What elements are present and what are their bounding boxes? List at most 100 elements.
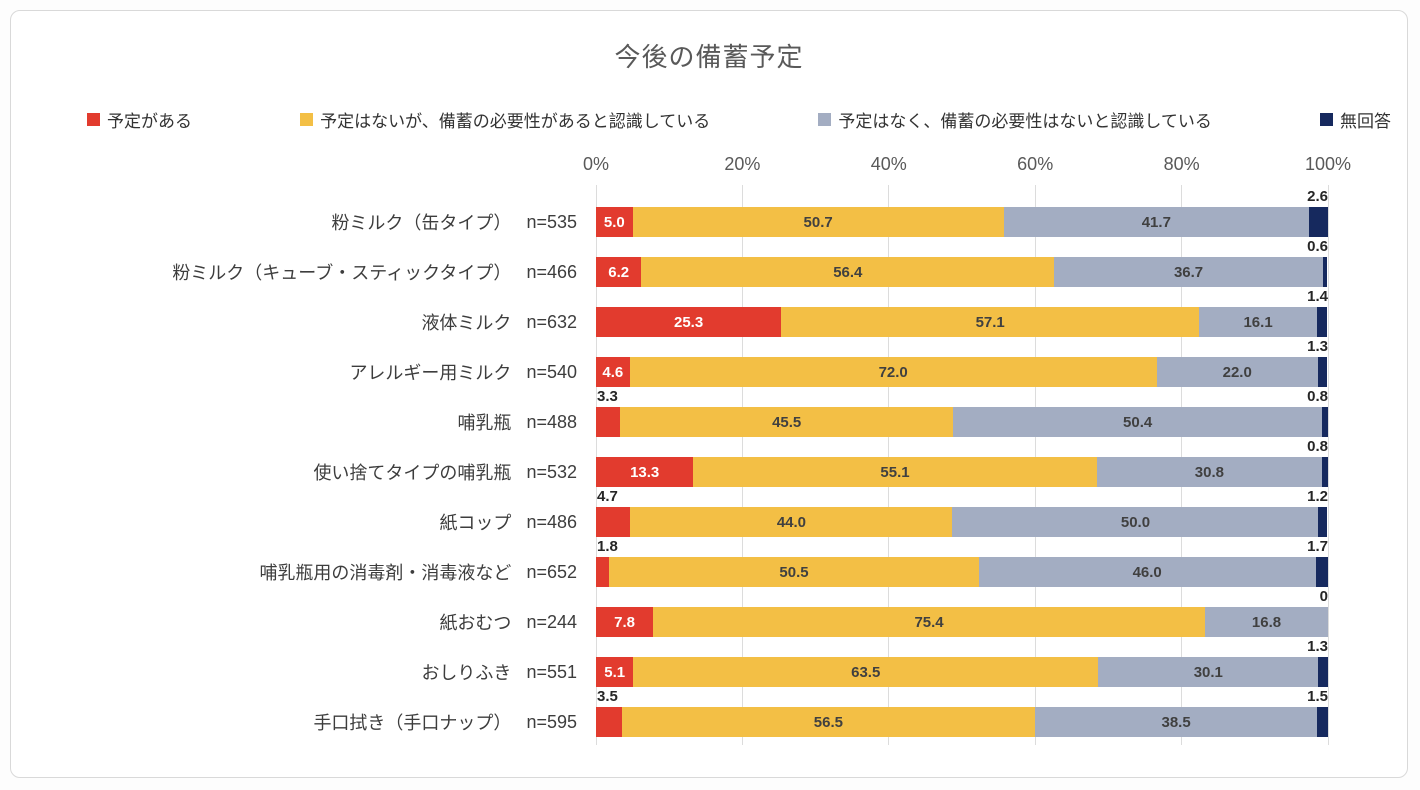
value-label: 50.0 (1120, 513, 1151, 531)
bar-segment-plans: 5.1 (596, 657, 634, 687)
bar-segment-no-plans-no-need: 46.0 (978, 557, 1316, 587)
bar-segment-no-plans-need-recognized: 44.0 (630, 507, 953, 537)
bar-segment-no-plans-no-need: 16.1 (1199, 307, 1317, 337)
bar-segment-no-plans-no-need: 50.0 (952, 507, 1319, 537)
value-label: 72.0 (878, 363, 908, 381)
bar-segment-no-plans-no-need: 50.4 (953, 407, 1323, 437)
sample-size-label: n=551 (526, 661, 577, 682)
bar-track: 13.3 55.1 30.8 0.8 (596, 439, 1328, 487)
legend-label: 予定はなく、備蓄の必要性はないと認識している (838, 112, 1212, 131)
legend-label: 予定がある (107, 112, 192, 131)
legend-item-plans: 予定がある (87, 107, 192, 132)
value-label: 6.2 (608, 263, 630, 281)
value-label: 13.3 (630, 463, 660, 481)
sample-size-label: n=466 (526, 261, 577, 282)
value-label: 1.3 (1307, 638, 1328, 655)
chart-row: 哺乳瓶用の消毒剤・消毒液など n=652 1.8 50.5 46.0 1.7 (11, 539, 1407, 607)
bar-track: 3.3 45.5 50.4 0.8 (596, 389, 1328, 437)
value-label: 25.3 (673, 313, 704, 331)
bar-segment-no-answer (1318, 507, 1328, 537)
value-label: 41.7 (1141, 213, 1171, 231)
value-label: 22.0 (1222, 363, 1252, 381)
legend-swatch-icon (1319, 113, 1333, 126)
bar-segment-plans: 5.0 (596, 207, 633, 237)
sample-size-label: n=486 (526, 511, 577, 532)
bar-segment-plans (596, 557, 610, 587)
value-label: 30.8 (1194, 463, 1224, 481)
value-label: 63.5 (851, 663, 881, 681)
row-label: 使い捨てタイプの哺乳瓶 n=532 (11, 457, 577, 487)
category-label: 粉ミルク（缶タイプ） (331, 213, 512, 233)
value-label: 55.1 (880, 463, 910, 481)
bar-segment-no-answer (1317, 707, 1328, 737)
value-label: 5.0 (603, 213, 625, 231)
chart-row: アレルギー用ミルク n=540 4.6 72.0 22.0 1.3 (11, 339, 1407, 407)
value-label: 50.4 (1123, 413, 1153, 431)
category-label: おしりふき (421, 663, 512, 683)
sample-size-label: n=595 (526, 711, 577, 732)
row-label: 液体ミルク n=632 (11, 307, 577, 337)
value-label: 46.0 (1132, 563, 1162, 581)
x-axis-tick: 20% (724, 154, 761, 174)
chart-row: 紙おむつ n=244 7.8 75.4 16.8 0 (11, 589, 1407, 657)
sample-size-label: n=540 (526, 361, 577, 382)
gridline (1327, 185, 1329, 745)
bar-segment-no-plans-need-recognized: 56.5 (621, 707, 1036, 737)
bar-segment-no-answer (1318, 657, 1328, 687)
bar-segment-no-plans-need-recognized: 57.1 (781, 307, 1200, 337)
bar-segment-no-plans-no-need: 36.7 (1054, 257, 1323, 287)
bar-segment-plans: 25.3 (596, 307, 782, 337)
bar-segment-no-plans-no-need: 22.0 (1156, 357, 1318, 387)
bar-segment-plans: 13.3 (596, 457, 694, 487)
row-label: 紙コップ n=486 (11, 507, 577, 537)
value-label: 1.2 (1307, 488, 1328, 505)
bar-segment-no-plans-need-recognized: 75.4 (653, 607, 1206, 637)
sample-size-label: n=535 (526, 211, 577, 232)
bar-segment-no-plans-no-need: 41.7 (1003, 207, 1309, 237)
category-label: 紙コップ (439, 513, 512, 533)
bar-segment-no-plans-need-recognized: 55.1 (693, 457, 1097, 487)
legend-swatch-icon (818, 113, 832, 126)
sample-size-label: n=532 (526, 461, 577, 482)
sample-size-label: n=488 (526, 411, 577, 432)
legend-item-no-answer: 無回答 (1319, 107, 1391, 132)
bar-track: 25.3 57.1 16.1 1.4 (596, 289, 1328, 337)
value-label: 0.8 (1307, 388, 1328, 405)
bar-segment-plans: 6.2 (596, 257, 642, 287)
value-label: 1.3 (1307, 338, 1328, 355)
legend: 予定がある 予定はないが、備蓄の必要性があると認識している 予定はなく、備蓄の必要性… (87, 107, 1391, 132)
value-label: 16.1 (1243, 313, 1273, 331)
value-label: 56.5 (813, 713, 843, 731)
value-label: 57.1 (975, 313, 1005, 331)
bar-track: 3.5 56.5 38.5 1.5 (596, 689, 1328, 737)
chart-row: 粉ミルク（キューブ・スティックタイプ） n=466 6.2 56.4 36.7 0.6 (11, 239, 1407, 307)
chart-row: 液体ミルク n=632 25.3 57.1 16.1 1.4 (11, 289, 1407, 357)
bar-segment-no-answer (1322, 257, 1328, 287)
bar-track: 4.6 72.0 22.0 1.3 (596, 339, 1328, 387)
bar-track: 4.7 44.0 50.0 1.2 (596, 489, 1328, 537)
category-label: 手口拭き（手口ナップ） (313, 713, 512, 733)
bar-segment-no-plans-no-need: 16.8 (1205, 607, 1328, 637)
chart-card: 今後の備蓄予定 予定がある 予定はないが、備蓄の必要性があると認識している 予定はな… (10, 10, 1408, 778)
chart-row: おしりふき n=551 5.1 63.5 30.1 1.3 (11, 639, 1407, 707)
row-label: 紙おむつ n=244 (11, 607, 577, 637)
rows: 粉ミルク（缶タイプ） n=535 5.0 50.7 41.7 2.6 粉ミルク（キューブ・ス… (11, 189, 1407, 757)
bar-segment-no-answer (1308, 207, 1328, 237)
bar-track: 6.2 56.4 36.7 0.6 (596, 239, 1328, 287)
bar-segment-plans: 7.8 (596, 607, 654, 637)
bar-segment-no-plans-no-need: 38.5 (1035, 707, 1317, 737)
chart-row: 使い捨てタイプの哺乳瓶 n=532 13.3 55.1 30.8 0.8 (11, 439, 1407, 507)
category-label: 粉ミルク（キューブ・スティックタイプ） (172, 263, 512, 283)
value-label: 0.6 (1307, 238, 1328, 255)
bar-segment-no-plans-no-need: 30.8 (1096, 457, 1323, 487)
category-label: 哺乳瓶 (457, 413, 512, 433)
bar-track: 7.8 75.4 16.8 0 (596, 589, 1328, 637)
row-label: 粉ミルク（キューブ・スティックタイプ） n=466 (11, 257, 577, 287)
bar-segment-no-plans-need-recognized: 72.0 (629, 357, 1157, 387)
category-label: 哺乳瓶用の消毒剤・消毒液など (259, 563, 512, 583)
value-label: 1.5 (1307, 688, 1328, 705)
chart-row: 紙コップ n=486 4.7 44.0 50.0 1.2 (11, 489, 1407, 557)
category-label: 液体ミルク (421, 313, 512, 333)
chart-row: 哺乳瓶 n=488 3.3 45.5 50.4 0.8 (11, 389, 1407, 457)
value-label: 1.8 (597, 538, 618, 555)
